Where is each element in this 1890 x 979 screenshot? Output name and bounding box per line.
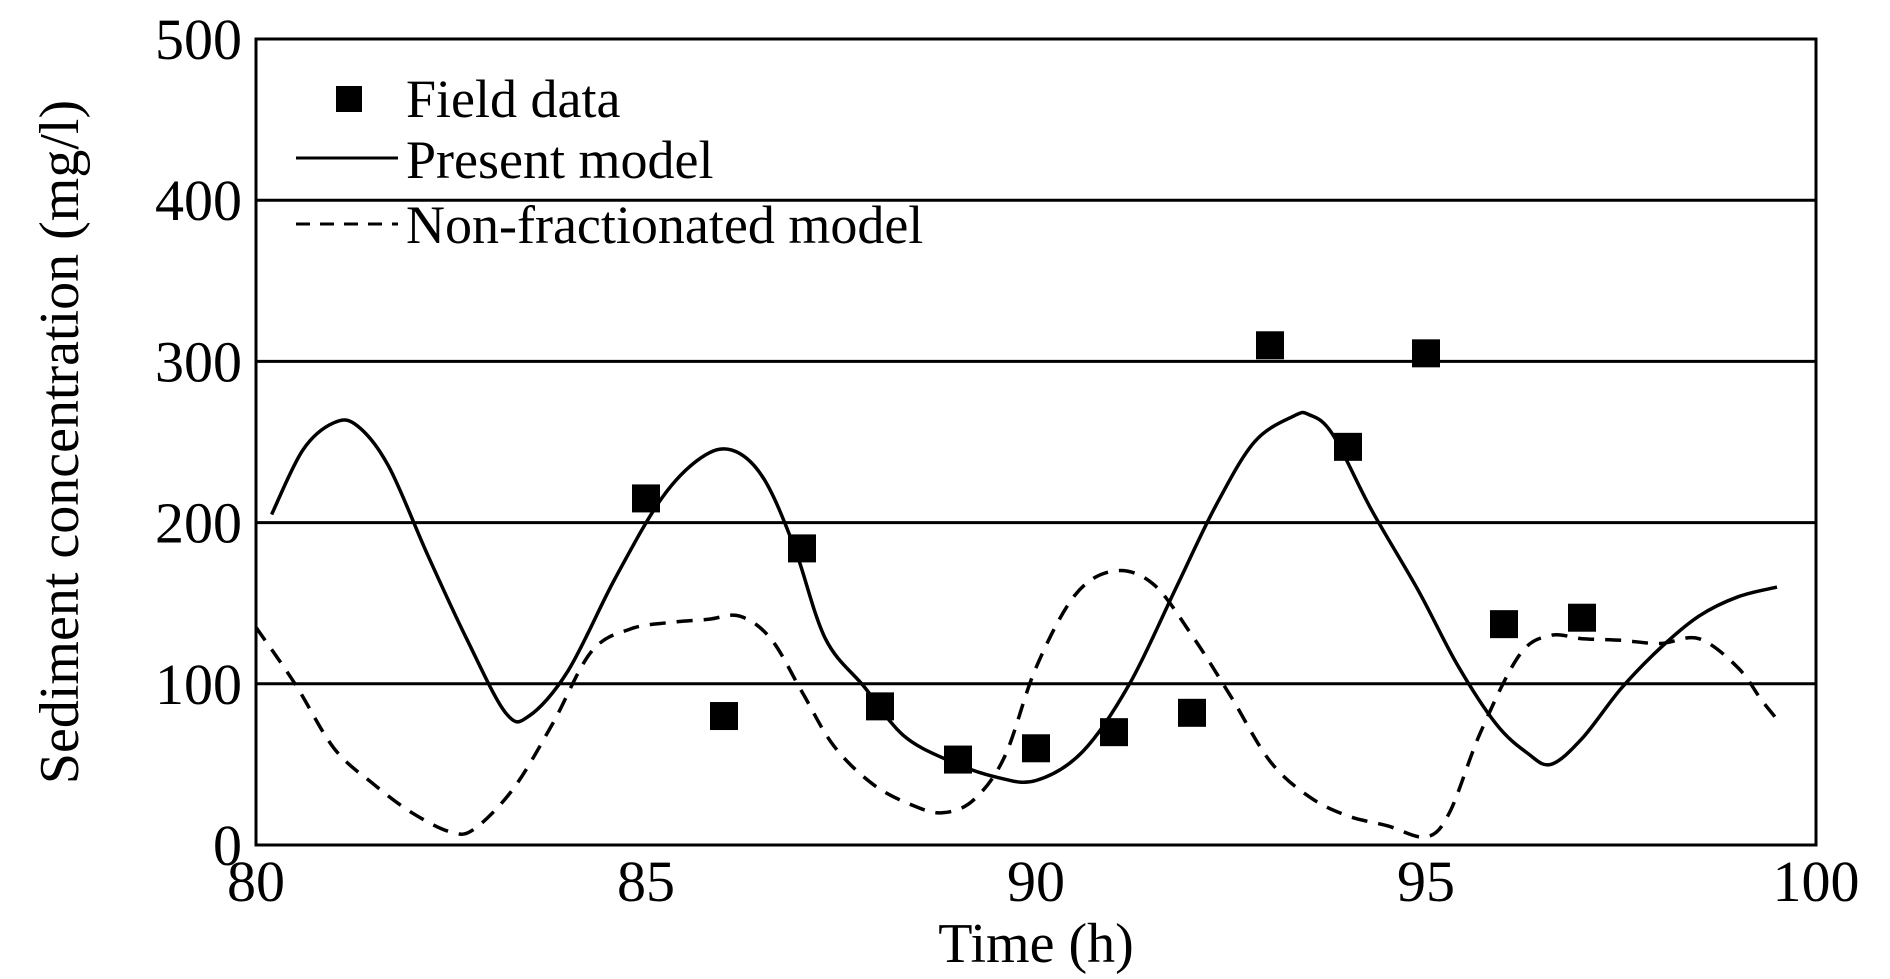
legend-label-non-fractionated-model: Non-fractionated model — [406, 195, 923, 255]
field-data-point-89 — [944, 745, 972, 774]
field-data-point-85 — [632, 484, 660, 513]
y-tick-label-300: 300 — [155, 329, 242, 394]
legend: Field data Present model Non-fractionate… — [296, 69, 923, 255]
field-data-point-87 — [788, 534, 816, 563]
y-tick-label-200: 200 — [155, 491, 242, 556]
field-data-point-96 — [1490, 610, 1518, 639]
grid-lines — [256, 198, 1816, 686]
field-data-point-90 — [1022, 734, 1050, 763]
x-tick-label-90: 90 — [1007, 849, 1065, 914]
y-axis-title: Sediment concentration (mg/l) — [29, 100, 91, 784]
field-data-point-91 — [1100, 718, 1128, 747]
y-tick-label-500: 500 — [155, 7, 242, 72]
y-tick-label-400: 400 — [155, 168, 242, 233]
plot-frame — [254, 37, 1818, 847]
x-tick-label-85: 85 — [617, 849, 675, 914]
x-axis-title: Time (h) — [938, 913, 1134, 974]
tick-labels: 0 100 200 300 400 500 80 85 90 95 100 — [155, 7, 1860, 914]
field-data-point-88 — [866, 692, 894, 721]
field-data-point-94 — [1334, 432, 1362, 461]
present-model-line — [270, 410, 1778, 785]
legend-square-marker — [336, 86, 362, 112]
series-layer — [254, 331, 1779, 839]
legend-label-field-data: Field data — [406, 69, 620, 129]
field-data-point-92 — [1178, 698, 1206, 727]
field-data-point-93 — [1256, 331, 1284, 360]
field-data-point-86 — [710, 702, 738, 731]
y-tick-label-0: 0 — [213, 813, 242, 878]
field-data-point-97 — [1568, 603, 1596, 632]
legend-label-present-model: Present model — [406, 130, 713, 190]
x-tick-label-80: 80 — [227, 849, 285, 914]
x-tick-label-95: 95 — [1397, 849, 1455, 914]
field-data-point-95 — [1412, 339, 1440, 368]
non-fractionated-model-line — [254, 568, 1779, 839]
y-tick-label-100: 100 — [155, 652, 242, 717]
x-tick-label-100: 100 — [1773, 849, 1860, 914]
